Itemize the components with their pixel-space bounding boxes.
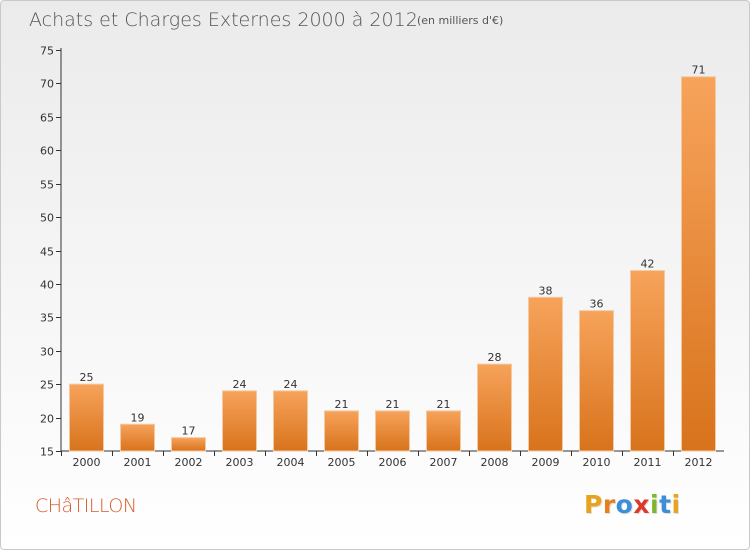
bar bbox=[273, 390, 308, 452]
bar bbox=[477, 363, 512, 452]
bar-value-label: 24 bbox=[284, 378, 298, 391]
commune-name: CHâTILLON bbox=[35, 495, 137, 517]
x-tick-label: 2012 bbox=[685, 456, 713, 469]
y-tick-label: 55 bbox=[40, 179, 54, 192]
y-tick-label: 15 bbox=[40, 446, 54, 459]
bar bbox=[375, 410, 410, 452]
x-tick-label: 2011 bbox=[634, 456, 662, 469]
proxiti-logo[interactable]: Proxiti bbox=[584, 490, 681, 519]
y-tick-label: 75 bbox=[40, 45, 54, 58]
bar bbox=[630, 270, 665, 452]
y-tick-label: 70 bbox=[40, 78, 54, 91]
y-tick-label: 50 bbox=[40, 212, 54, 225]
y-tick-label: 65 bbox=[40, 112, 54, 125]
bar-value-label: 21 bbox=[386, 398, 400, 411]
bar-value-label: 19 bbox=[131, 411, 145, 424]
bar-value-label: 17 bbox=[182, 425, 196, 438]
bar-value-label: 21 bbox=[335, 398, 349, 411]
bar bbox=[426, 410, 461, 452]
x-tick-label: 2001 bbox=[124, 456, 152, 469]
bar-value-label: 71 bbox=[692, 64, 706, 77]
bar bbox=[69, 383, 104, 452]
x-tick-label: 2007 bbox=[430, 456, 458, 469]
bar-value-label: 38 bbox=[539, 284, 553, 297]
bar bbox=[681, 76, 716, 452]
bar bbox=[222, 390, 257, 452]
bar bbox=[120, 423, 155, 452]
chart-title: Achats et Charges Externes 2000 à 2012 bbox=[29, 9, 418, 31]
logo-letter: x bbox=[633, 490, 650, 519]
y-tick-label: 30 bbox=[40, 346, 54, 359]
bar bbox=[528, 296, 563, 452]
x-tick-label: 2000 bbox=[73, 456, 101, 469]
x-tick-label: 2003 bbox=[226, 456, 254, 469]
bar-value-label: 21 bbox=[437, 398, 451, 411]
x-tick-label: 2010 bbox=[583, 456, 611, 469]
y-tick-label: 60 bbox=[40, 145, 54, 158]
x-tick-label: 2005 bbox=[328, 456, 356, 469]
bar-value-label: 36 bbox=[590, 298, 604, 311]
logo-letter: o bbox=[615, 490, 634, 519]
x-tick-label: 2004 bbox=[277, 456, 305, 469]
x-tick-label: 2002 bbox=[175, 456, 203, 469]
bar bbox=[171, 437, 206, 452]
logo-letter: r bbox=[602, 490, 616, 519]
logo-letter: i bbox=[650, 490, 660, 519]
x-tick-label: 2008 bbox=[481, 456, 509, 469]
bar bbox=[324, 410, 359, 452]
y-tick-label: 45 bbox=[40, 246, 54, 259]
y-tick-label: 25 bbox=[40, 379, 54, 392]
y-tick-label: 20 bbox=[40, 413, 54, 426]
x-tick-label: 2009 bbox=[532, 456, 560, 469]
bar-value-label: 25 bbox=[80, 371, 94, 384]
chart-unit: (en milliers d'€) bbox=[417, 14, 504, 27]
logo-letter: P bbox=[584, 490, 603, 519]
bar bbox=[579, 310, 614, 452]
logo-letter: t bbox=[659, 490, 672, 519]
bar-value-label: 42 bbox=[641, 258, 655, 271]
y-tick-label: 40 bbox=[40, 279, 54, 292]
bar-value-label: 24 bbox=[233, 378, 247, 391]
bar-value-label: 28 bbox=[488, 351, 502, 364]
x-tick-label: 2006 bbox=[379, 456, 407, 469]
logo-letter: i bbox=[671, 490, 681, 519]
y-tick-label: 35 bbox=[40, 312, 54, 325]
